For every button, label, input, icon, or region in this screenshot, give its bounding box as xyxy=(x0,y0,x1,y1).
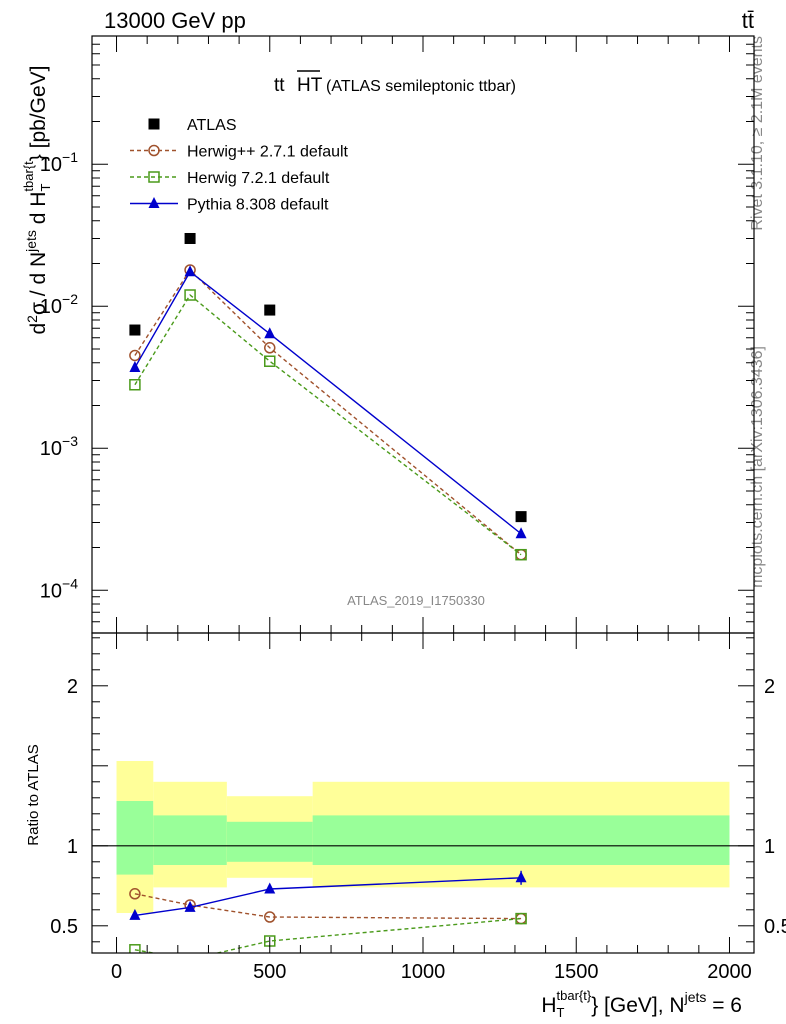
legend: ATLAS Herwig++ 2.7.1 default Herwig 7.2.1 … xyxy=(130,117,349,214)
ratio-y-tick-label-right: 2 xyxy=(764,676,775,698)
legend-label: Herwig 7.2.1 default xyxy=(187,170,330,187)
ratio-line xyxy=(134,877,522,917)
ratio-point xyxy=(264,911,276,923)
x-tick-label: 1000 xyxy=(401,961,446,983)
data-point xyxy=(129,379,141,391)
data-point xyxy=(129,324,141,336)
data-point xyxy=(184,289,196,301)
ratio-y-axis-label: Ratio to ATLAS xyxy=(25,744,42,845)
inner-uncertainty-band xyxy=(312,815,730,865)
legend-entry-pythia-8-308-default: Pythia 8.308 default xyxy=(130,197,329,214)
legend-entry-atlas: ATLAS xyxy=(148,117,237,134)
legend-marker xyxy=(148,171,160,183)
x-axis-label: HTtbar{t}} [GeV], Njets = 6 xyxy=(541,988,742,1020)
data-point xyxy=(264,304,276,316)
top-panel-ticks: 10−1 10−2 10−3 10−4 xyxy=(40,35,754,634)
legend-marker xyxy=(148,118,160,130)
plot-title-main: tt xyxy=(274,75,285,96)
inner-uncertainty-band xyxy=(153,815,227,865)
plot-title: tt HT (ATLAS semileptonic ttbar) xyxy=(274,70,516,96)
ratio-line xyxy=(134,893,522,920)
process-label: tt̄ xyxy=(742,8,754,33)
ratio-series-herwig-7-2-1-default xyxy=(129,912,527,964)
analysis-id-watermark: ATLAS_2019_I1750330 xyxy=(347,593,485,608)
inner-uncertainty-band xyxy=(226,821,313,862)
y-tick-label: 10−2 xyxy=(40,291,78,318)
series-pythia-8-308-default xyxy=(129,265,527,539)
legend-label: Pythia 8.308 default xyxy=(187,197,329,214)
legend-entry-herwig-2-7-1-default: Herwig++ 2.7.1 default xyxy=(130,144,349,161)
ratio-point xyxy=(184,900,196,912)
ratio-y-tick-label-right: 0.5 xyxy=(764,916,786,938)
data-point xyxy=(129,361,141,373)
ratio-y-tick-label: 1 xyxy=(67,836,78,858)
ratio-point xyxy=(129,888,141,900)
data-point xyxy=(515,548,527,561)
plot-title-overlined: HT xyxy=(297,75,323,96)
ratio-point xyxy=(129,908,141,920)
x-tick-label: 1500 xyxy=(554,961,599,983)
series-line xyxy=(134,293,522,556)
y-tick-label: 10−3 xyxy=(40,433,78,460)
data-point xyxy=(184,265,196,277)
top-y-axis-label: d2σ / d Njets d HTtbar{t} [pb/GeV] xyxy=(21,66,53,335)
x-tick-label: 500 xyxy=(253,961,286,983)
series-line xyxy=(134,270,522,535)
data-point xyxy=(264,327,276,339)
data-point xyxy=(264,342,276,354)
ratio-y-tick-label: 0.5 xyxy=(50,916,78,938)
y-tick-label: 10−1 xyxy=(40,149,78,176)
series-line xyxy=(134,268,522,556)
ratio-y-tick-label: 2 xyxy=(67,676,78,698)
mcplots-reference-text: mcplots.cern.ch [arXiv:1306.3436] xyxy=(749,346,766,588)
legend-marker xyxy=(148,197,160,208)
ratio-panel-ticks: 0.5 0.5 1 1 2 2 0 500 1000 1500 2000 xyxy=(50,633,786,983)
series-herwig-7-2-1-default xyxy=(129,289,527,561)
ratio-point xyxy=(264,882,276,894)
ratio-series-group xyxy=(129,870,527,964)
data-point xyxy=(515,527,527,539)
ratio-point xyxy=(515,912,527,925)
y-tick-label: 10−4 xyxy=(40,575,78,602)
legend-label: Herwig++ 2.7.1 default xyxy=(187,144,349,161)
legend-entry-herwig-7-2-1-default: Herwig 7.2.1 default xyxy=(130,170,330,187)
ratio-y-tick-label-right: 1 xyxy=(764,836,775,858)
plot-title-subtitle: (ATLAS semileptonic ttbar) xyxy=(326,78,516,95)
top-series-group xyxy=(129,232,527,561)
series-herwig-2-7-1-default xyxy=(129,264,527,561)
energy-label: 13000 GeV pp xyxy=(104,8,246,33)
ratio-uncertainty-bands xyxy=(92,761,754,913)
data-point xyxy=(515,511,527,523)
series-atlas xyxy=(129,232,527,523)
legend-label: ATLAS xyxy=(187,117,237,134)
ratio-point xyxy=(185,954,195,964)
data-point xyxy=(129,349,141,362)
ratio-point xyxy=(129,944,141,953)
data-point xyxy=(184,232,196,244)
legend-marker xyxy=(148,144,160,157)
data-point xyxy=(264,355,276,367)
rivet-version-text: Rivet 3.1.10, ≥ 2.1M events xyxy=(749,36,766,231)
x-tick-label: 0 xyxy=(111,961,122,983)
inner-uncertainty-band xyxy=(116,801,154,875)
x-tick-label: 2000 xyxy=(707,961,752,983)
